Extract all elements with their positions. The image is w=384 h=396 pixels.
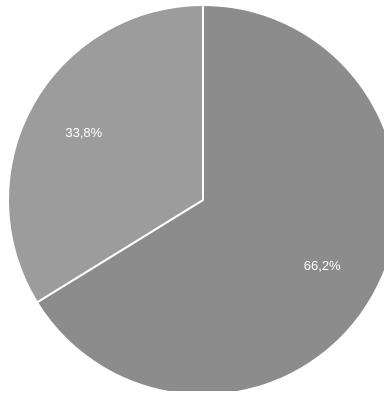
pie-slice bbox=[7, 3, 204, 304]
data-label: 33,8% bbox=[65, 125, 102, 140]
pie-slice bbox=[35, 3, 384, 396]
data-label: 66,2% bbox=[304, 258, 341, 273]
